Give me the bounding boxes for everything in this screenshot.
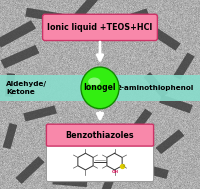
Polygon shape	[5, 74, 15, 97]
Polygon shape	[1, 45, 39, 68]
Text: 2-aminothiophenol: 2-aminothiophenol	[117, 85, 194, 91]
Bar	[0, 75, 200, 101]
Polygon shape	[3, 123, 17, 149]
Ellipse shape	[81, 67, 119, 109]
Polygon shape	[25, 8, 63, 22]
Polygon shape	[0, 21, 36, 47]
FancyBboxPatch shape	[43, 14, 157, 41]
Polygon shape	[131, 162, 169, 179]
Polygon shape	[128, 109, 152, 137]
Text: Benzothiazoles: Benzothiazoles	[66, 131, 134, 140]
Text: OH: OH	[112, 170, 119, 174]
Polygon shape	[70, 0, 98, 24]
FancyBboxPatch shape	[46, 124, 154, 146]
Polygon shape	[156, 130, 184, 154]
Polygon shape	[111, 9, 149, 29]
Polygon shape	[144, 73, 168, 98]
Text: Ionic liquid +TEOS+HCl: Ionic liquid +TEOS+HCl	[47, 23, 153, 32]
Polygon shape	[16, 157, 44, 184]
Text: Aldehyde/
Ketone: Aldehyde/ Ketone	[6, 81, 47, 95]
Polygon shape	[101, 165, 119, 189]
FancyBboxPatch shape	[46, 130, 154, 181]
Ellipse shape	[88, 77, 100, 86]
Text: S: S	[123, 164, 126, 168]
Polygon shape	[53, 176, 87, 187]
Polygon shape	[148, 25, 180, 50]
Polygon shape	[23, 106, 57, 121]
Polygon shape	[174, 53, 194, 80]
Polygon shape	[159, 95, 193, 113]
Text: Ionogel: Ionogel	[84, 83, 116, 92]
